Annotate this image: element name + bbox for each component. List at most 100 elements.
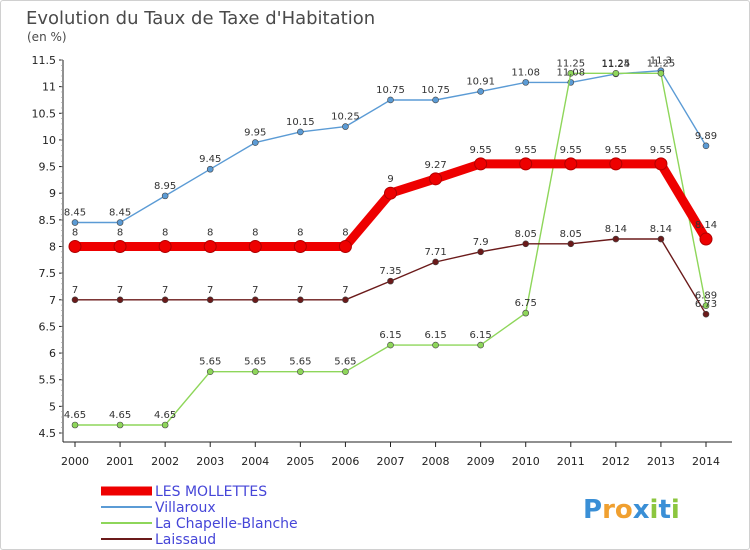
data-label: 8	[252, 228, 258, 239]
series-point	[432, 96, 439, 104]
data-label: 8.05	[515, 229, 537, 240]
y-tick-label: 8	[49, 241, 56, 254]
data-label: 9.55	[470, 145, 492, 156]
data-label: 11.3	[650, 56, 672, 67]
series-point	[206, 165, 214, 173]
data-label: 4.65	[109, 410, 131, 421]
data-label: 6.75	[515, 298, 537, 309]
series-point	[297, 296, 304, 304]
series-point	[71, 219, 79, 226]
data-label: 7	[297, 285, 303, 296]
series-point	[206, 296, 214, 304]
series-point	[474, 157, 488, 171]
data-label: 7.71	[424, 247, 446, 258]
data-label: 9.27	[424, 160, 446, 171]
data-label: 5.65	[289, 357, 311, 368]
logo-letter: o	[615, 495, 633, 525]
data-label: 8	[297, 228, 303, 239]
x-tick-label: 2011	[557, 455, 585, 468]
logo-letter: P	[583, 495, 602, 525]
y-tick-label: 10	[42, 134, 56, 147]
data-label: 9.55	[515, 145, 537, 156]
series-point	[657, 235, 665, 243]
series-point	[429, 172, 443, 186]
data-label: 7	[207, 285, 213, 296]
data-label: 8	[342, 228, 348, 239]
data-label: 9.89	[695, 131, 717, 142]
y-tick-label: 10.5	[32, 107, 57, 120]
series-point	[522, 240, 530, 248]
series-point	[161, 421, 169, 429]
chart-title: Evolution du Taux de Taxe d'Habitation	[26, 8, 375, 29]
series-point	[342, 296, 349, 304]
data-label: 11.25	[602, 58, 631, 69]
x-tick-label: 2013	[647, 455, 675, 468]
data-label: 11.25	[556, 58, 585, 69]
series-layer	[68, 67, 713, 429]
data-label: 4.65	[64, 410, 86, 421]
series-point	[702, 142, 710, 150]
data-label: 5.65	[334, 357, 356, 368]
series-point	[116, 421, 124, 429]
series-point	[657, 70, 665, 77]
legend-label: Villaroux	[155, 500, 216, 516]
x-tick-label: 2002	[151, 455, 179, 468]
data-label: 8.14	[605, 224, 627, 235]
series-point	[68, 240, 82, 253]
x-tick-label: 2000	[61, 455, 89, 468]
y-axis-ticks: 4.5 5 5.5 6 6.5 7 7.5 8 8.5 9 9.5 10 10.5 11 11.5	[32, 54, 63, 440]
x-axis-ticks: 2000 2001 2002 2003 2004 2005 2006 2007 2008 2009…	[61, 442, 720, 468]
series-point	[248, 240, 262, 253]
series-point	[477, 341, 484, 349]
data-label: 7	[117, 285, 123, 296]
series-point	[522, 79, 530, 86]
x-tick-label: 2008	[422, 455, 450, 468]
logo-letter: t	[658, 495, 670, 525]
series-point	[654, 157, 668, 171]
data-label: 10.25	[331, 112, 360, 123]
series-point	[158, 240, 172, 253]
logo-letter: x	[633, 495, 650, 525]
data-label: 11.24	[602, 59, 631, 70]
data-label: 8.45	[64, 208, 86, 219]
series-point	[702, 302, 710, 309]
series-point	[251, 368, 259, 376]
series-point	[116, 219, 124, 226]
data-label: 6.15	[470, 330, 492, 341]
x-tick-label: 2001	[106, 455, 134, 468]
series-point	[161, 296, 169, 304]
series-point	[612, 70, 620, 77]
series-point	[338, 240, 352, 253]
data-label: 7	[72, 285, 78, 296]
series-point	[567, 70, 575, 77]
series-point	[519, 157, 533, 171]
data-label: 4.65	[154, 410, 176, 421]
data-label: 7.9	[473, 237, 489, 248]
proxiti-logo: Proxiti	[583, 495, 680, 525]
series-point	[342, 368, 349, 376]
data-label: 10.91	[466, 76, 495, 87]
series-point	[432, 341, 439, 349]
x-tick-label: 2007	[377, 455, 405, 468]
x-tick-label: 2003	[196, 455, 224, 468]
x-tick-label: 2009	[467, 455, 495, 468]
x-tick-label: 2014	[692, 455, 720, 468]
x-tick-label: 2005	[286, 455, 314, 468]
series-point	[522, 309, 530, 317]
data-label: 5.65	[199, 357, 221, 368]
data-label: 9	[387, 174, 393, 185]
legend-label: La Chapelle-Blanche	[155, 516, 298, 532]
y-tick-label: 8.5	[39, 214, 57, 227]
y-tick-label: 9	[49, 187, 56, 200]
chart-subtitle: (en %)	[27, 30, 67, 44]
series-point	[609, 157, 623, 171]
y-tick-label: 4.5	[39, 427, 57, 440]
data-label: 6.73	[695, 299, 717, 310]
x-tick-label: 2006	[331, 455, 359, 468]
data-label: 8.95	[154, 181, 176, 192]
x-tick-label: 2010	[512, 455, 540, 468]
y-tick-label: 5.5	[39, 374, 57, 387]
